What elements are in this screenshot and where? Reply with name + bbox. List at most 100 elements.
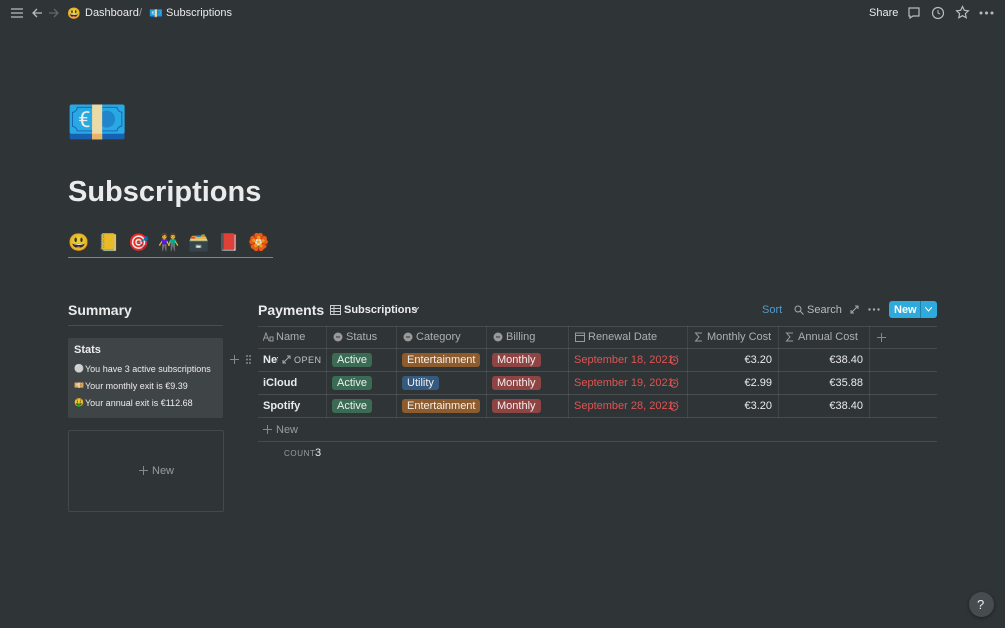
renewal-date: September 28, 2021: [574, 400, 674, 412]
page-link[interactable]: 🏵️: [248, 233, 270, 252]
open-icon: [282, 355, 291, 364]
new-button[interactable]: New: [152, 465, 175, 477]
tag: Active: [332, 376, 372, 390]
divider: [258, 326, 937, 327]
column-header[interactable]: Status: [346, 331, 378, 343]
stat-text: Your annual exit is €112.68: [85, 398, 193, 408]
page-link[interactable]: 📒: [98, 233, 120, 252]
stat-text: You have 3 active subscriptions: [85, 364, 211, 374]
page-icon[interactable]: 💶: [66, 94, 129, 150]
column-divider: [486, 326, 487, 418]
forward-icon[interactable]: [48, 7, 60, 19]
new-button-bg[interactable]: [889, 301, 937, 318]
plus-icon: [139, 466, 148, 475]
help-button[interactable]: [969, 592, 994, 617]
payments-title: Payments: [258, 302, 325, 318]
column-icon: [785, 332, 793, 342]
divider: [258, 441, 937, 442]
breadcrumb-icon: 😃: [67, 8, 81, 20]
column-header[interactable]: Renewal Date: [588, 331, 658, 343]
divider: [258, 348, 937, 349]
reminder-icon: [669, 355, 679, 365]
reminder-icon: [669, 401, 679, 411]
stats-title: Stats: [74, 344, 101, 356]
expand-icon[interactable]: [850, 305, 859, 314]
count-label: COUNT: [284, 449, 316, 458]
column-header[interactable]: Monthly Cost: [707, 331, 772, 343]
chevron: [412, 307, 419, 312]
column-header[interactable]: Category: [416, 331, 461, 343]
row-name[interactable]: Net: [263, 354, 281, 366]
search-icon: [794, 305, 804, 315]
search-button[interactable]: Search: [807, 304, 842, 316]
gallery-new-card[interactable]: [68, 430, 224, 512]
favorite-icon[interactable]: [955, 5, 970, 20]
comments-icon[interactable]: [907, 6, 921, 20]
column-icon: [263, 332, 274, 342]
more-icon[interactable]: [979, 11, 994, 15]
column-divider: [326, 326, 327, 418]
count-value: 3: [315, 447, 322, 459]
row-name[interactable]: Spotify: [263, 400, 301, 412]
cost: €35.88: [829, 377, 863, 389]
stats-card[interactable]: [68, 338, 223, 418]
menu-icon[interactable]: [10, 7, 24, 19]
renewal-date: September 18, 2021: [574, 354, 674, 366]
chevron[interactable]: [925, 307, 932, 312]
page-link[interactable]: 🗃️: [188, 233, 210, 252]
page-title: Subscriptions: [68, 176, 262, 208]
plus-icon: [263, 425, 272, 434]
column-icon: [575, 332, 585, 342]
cost: €38.40: [829, 354, 863, 366]
cost: €3.20: [744, 354, 772, 366]
page-link[interactable]: 🎯: [128, 233, 150, 252]
column-icon: [493, 332, 503, 342]
column-icon: [403, 332, 413, 342]
view-selector[interactable]: Subscriptions: [344, 304, 418, 316]
breadcrumb-separator: /: [139, 7, 143, 19]
column-header[interactable]: Annual Cost: [798, 331, 858, 343]
row-handles[interactable]: [230, 354, 252, 365]
divider: [258, 394, 937, 395]
open-button[interactable]: OPEN: [294, 355, 322, 365]
breadcrumb-icon: 💶: [149, 8, 163, 20]
summary-title: Summary: [68, 302, 132, 318]
page-link[interactable]: 📕: [218, 233, 240, 252]
tag: Utility: [402, 376, 439, 390]
tag: Monthly: [492, 353, 541, 367]
stat-icon: 💴: [74, 381, 84, 390]
divider: [258, 371, 937, 372]
more-icon[interactable]: [868, 308, 880, 311]
new-button[interactable]: New: [894, 304, 917, 316]
page-link[interactable]: 😃: [68, 233, 90, 252]
back-icon[interactable]: [31, 7, 43, 19]
tag: Entertainment: [402, 399, 481, 413]
column-header[interactable]: Billing: [506, 331, 536, 343]
breadcrumb-link[interactable]: Dashboard: [85, 7, 139, 19]
cost: €3.20: [744, 400, 772, 412]
share-button[interactable]: Share: [869, 7, 899, 19]
stat-icon: 🤑: [74, 398, 84, 407]
updates-icon[interactable]: [931, 6, 945, 20]
column-divider: [568, 326, 569, 418]
sort-button[interactable]: Sort: [762, 304, 783, 316]
tag: Active: [332, 353, 372, 367]
stat-text: Your monthly exit is €9.39: [85, 381, 188, 391]
breadcrumb-link[interactable]: Subscriptions: [166, 7, 233, 19]
add-column-icon[interactable]: [877, 333, 886, 342]
page-link[interactable]: 👫: [158, 233, 180, 252]
divider: [920, 301, 921, 318]
new-row[interactable]: New: [276, 424, 299, 436]
tag: Monthly: [492, 376, 541, 390]
reminder-icon: [669, 378, 679, 388]
divider: [68, 325, 223, 326]
tag: Monthly: [492, 399, 541, 413]
column-divider: [396, 326, 397, 418]
column-header[interactable]: Name: [276, 331, 306, 343]
column-divider: [869, 326, 870, 418]
row-name[interactable]: iCloud: [263, 377, 298, 389]
divider: [258, 417, 937, 418]
help-label: ?: [977, 597, 985, 612]
cost: €2.99: [744, 377, 772, 389]
column-divider: [778, 326, 779, 418]
